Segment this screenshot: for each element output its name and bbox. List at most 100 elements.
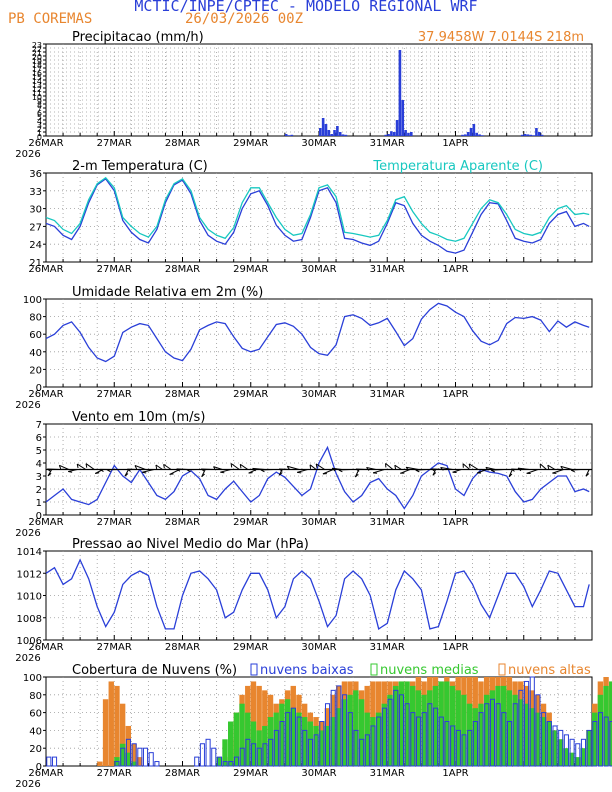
cloud-mid-bar bbox=[557, 739, 564, 766]
y-tick-label: 4 bbox=[36, 459, 42, 470]
y-tick-label: 20 bbox=[29, 744, 42, 755]
y-tick-label: 80 bbox=[29, 313, 42, 324]
cloud-mid-bar bbox=[222, 739, 228, 766]
legend-label-baixas: nuvens baixas bbox=[260, 663, 354, 678]
wind-arrow-head bbox=[394, 465, 397, 470]
wind-arrow-head bbox=[491, 469, 496, 473]
cloud-low-bar bbox=[245, 738, 251, 767]
wind-arrow-head bbox=[176, 468, 181, 472]
wind-arrow-head bbox=[278, 472, 283, 476]
y-tick-label: 1014 bbox=[17, 547, 42, 558]
legend-label-medias: nuvens medias bbox=[380, 663, 479, 678]
legend-swatch-altas bbox=[498, 663, 506, 676]
wind-arrow-head bbox=[58, 465, 62, 470]
cloud-mid-bar bbox=[301, 717, 308, 766]
wind-arrow-head bbox=[338, 469, 343, 473]
cloud-mid-bar bbox=[216, 757, 223, 766]
wind-arrow bbox=[163, 463, 172, 470]
cloud-low-bar bbox=[410, 712, 416, 767]
precip-bar bbox=[466, 132, 470, 136]
precip-bar bbox=[290, 134, 294, 136]
cloud-low-bar bbox=[433, 707, 439, 767]
wind-arrow bbox=[526, 469, 539, 474]
precip-bar bbox=[461, 134, 464, 136]
x-day-label: 31MAR bbox=[370, 389, 405, 400]
wind-arrow bbox=[332, 467, 342, 470]
precip-title: Precipitacao (mm/h) bbox=[72, 30, 204, 45]
wind-arrow-head bbox=[124, 473, 129, 477]
precip-frame bbox=[45, 43, 593, 137]
wind-arrow-head bbox=[201, 473, 205, 478]
wind-arrow-head bbox=[286, 466, 290, 470]
cloud-high-bar bbox=[125, 725, 132, 766]
wind-arrow bbox=[155, 464, 163, 470]
x-day-label: 31MAR bbox=[370, 768, 405, 779]
y-tick-label: 1 bbox=[36, 498, 42, 509]
precip-bar bbox=[535, 128, 538, 136]
cloud-mid-bar bbox=[296, 712, 302, 766]
x-day-label: 26MAR bbox=[28, 389, 63, 400]
y-tick-label: 4 bbox=[37, 117, 42, 126]
precip-bar bbox=[404, 130, 407, 136]
cloud-mid-bar bbox=[563, 748, 569, 766]
x-day-label: 28MAR bbox=[165, 389, 200, 400]
y-tick-label: 5 bbox=[36, 446, 42, 457]
cloud-mid-bar bbox=[324, 725, 331, 766]
x-day-label: 27MAR bbox=[97, 138, 132, 149]
cloud-mid-bar bbox=[336, 708, 342, 766]
cloud-low-bar bbox=[359, 738, 365, 767]
wind-arrow bbox=[405, 466, 419, 470]
y-tick-label: 20 bbox=[32, 53, 42, 62]
wind-arrow-head bbox=[355, 473, 359, 478]
cloud-mid-bar bbox=[319, 730, 325, 766]
y-tick-label: 0 bbox=[36, 383, 42, 394]
y-tick-label: 12 bbox=[32, 85, 42, 94]
y-tick-label: 16 bbox=[32, 69, 42, 78]
wind-arrow bbox=[252, 467, 266, 470]
precip-bar bbox=[410, 132, 413, 136]
x-day-label: 26MAR bbox=[28, 768, 63, 779]
wind-arrow-head bbox=[134, 465, 138, 470]
cloud-high-bar bbox=[108, 681, 114, 766]
cloud-low-bar bbox=[46, 756, 52, 767]
cloud-low-bar bbox=[404, 703, 410, 767]
wind-arrow bbox=[452, 469, 462, 473]
cloud-mid-bar bbox=[284, 699, 291, 766]
cloud-low-bar bbox=[444, 721, 450, 767]
cloud-low-bar bbox=[575, 743, 581, 767]
y-tick-label: 7 bbox=[36, 420, 42, 431]
location-label: 37.9458W 7.0144S 218m bbox=[418, 30, 584, 45]
y-tick-label: 0 bbox=[36, 762, 42, 773]
y-tick-label: 17 bbox=[32, 65, 42, 74]
x-day-label: 1APR bbox=[442, 517, 468, 528]
cloud-low-bar bbox=[51, 756, 58, 767]
y-tick-label: 40 bbox=[29, 348, 42, 359]
wind-arrow-head bbox=[431, 468, 436, 472]
x-day-label: 1APR bbox=[442, 642, 468, 653]
y-tick-label: 100 bbox=[23, 673, 42, 684]
cloud-low-bar bbox=[239, 747, 245, 767]
cloud-mid-bar bbox=[341, 699, 348, 766]
precip-bar bbox=[344, 134, 348, 136]
cloud-mid-bar bbox=[290, 708, 296, 766]
wind-arrow-head bbox=[127, 468, 131, 472]
precip-bar bbox=[341, 134, 345, 136]
wind-arrow-head bbox=[76, 463, 79, 469]
wind-arrow bbox=[322, 469, 334, 475]
y-tick-label: 19 bbox=[32, 57, 42, 66]
x-day-label: 30MAR bbox=[301, 642, 336, 653]
y-tick-label: 30 bbox=[29, 205, 42, 216]
wind-arrow bbox=[415, 469, 428, 471]
y-tick-label: 2 bbox=[37, 125, 42, 134]
cloud-low-bar bbox=[142, 747, 149, 767]
precip-bar bbox=[469, 128, 473, 136]
wind-arrow-head bbox=[517, 467, 522, 472]
y-tick-label: 0 bbox=[37, 133, 42, 142]
precip-bar bbox=[540, 134, 544, 136]
precip-bar bbox=[472, 124, 476, 136]
precip-bar bbox=[407, 132, 410, 136]
wind-arrow bbox=[338, 469, 351, 471]
wind-arrow-head bbox=[99, 468, 104, 472]
x-day-label: 1APR bbox=[442, 138, 468, 149]
